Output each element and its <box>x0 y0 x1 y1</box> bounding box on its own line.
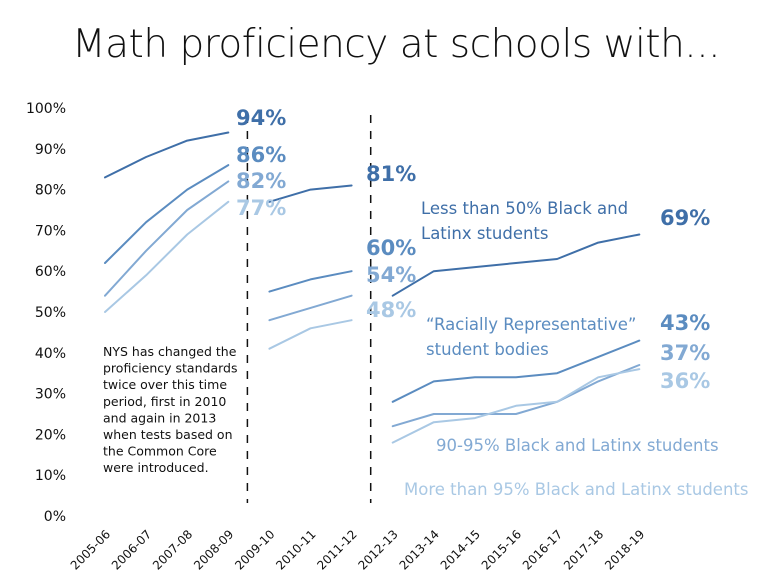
y-tick-label: 60% <box>35 264 66 280</box>
x-tick-label: 2012-13 <box>355 527 400 572</box>
annotation-note: when tests based on <box>103 427 233 442</box>
series-line <box>268 270 353 293</box>
annotation-note: and again in 2013 <box>103 410 216 425</box>
y-tick-label: 80% <box>35 183 66 199</box>
data-label: 81% <box>366 162 416 186</box>
x-tick-label: 2005-06 <box>68 527 113 572</box>
y-tick-label: 50% <box>35 305 66 321</box>
legend-label: 90-95% Black and Latinx students <box>436 436 719 455</box>
x-tick-label: 2009-10 <box>232 527 277 572</box>
series-line <box>391 368 641 444</box>
data-label: 37% <box>660 341 710 365</box>
series-line <box>268 319 353 350</box>
x-tick-label: 2010-11 <box>273 527 318 572</box>
series-line <box>104 164 230 264</box>
data-label: 54% <box>366 263 416 287</box>
data-label: 94% <box>236 106 286 130</box>
annotation-note: period, first in 2010 <box>103 394 226 409</box>
y-tick-label: 10% <box>35 468 66 484</box>
x-tick-label: 2006-07 <box>109 527 154 572</box>
x-tick-label: 2013-14 <box>397 527 442 572</box>
legend-label: student bodies <box>426 340 549 359</box>
series-line <box>268 184 353 203</box>
annotation-note: proficiency standards <box>103 361 237 376</box>
y-tick-label: 70% <box>35 223 66 239</box>
data-label: 60% <box>366 236 416 260</box>
x-tick-label: 2008-09 <box>191 527 236 572</box>
data-label: 48% <box>366 298 416 322</box>
legend-label: More than 95% Black and Latinx students <box>404 480 748 499</box>
legend-label: Latinx students <box>421 224 549 243</box>
data-label: 36% <box>660 369 710 393</box>
series-line <box>391 233 641 297</box>
annotation-note: the Common Core <box>103 444 217 459</box>
series-line <box>104 180 230 297</box>
series-line <box>391 339 641 403</box>
chart-title: Math proficiency at schools with... <box>72 22 721 67</box>
data-label: 82% <box>236 169 286 193</box>
data-label: 43% <box>660 311 710 335</box>
y-tick-label: 20% <box>35 427 66 443</box>
legend-label: Less than 50% Black and <box>421 199 628 218</box>
series-line <box>104 200 230 313</box>
y-tick-label: 30% <box>35 387 66 403</box>
legend-label: “Racially Representative” <box>426 315 636 334</box>
data-label: 69% <box>660 206 710 230</box>
series-line <box>391 364 641 428</box>
y-tick-label: 40% <box>35 346 66 362</box>
x-tick-label: 2015-16 <box>479 527 524 572</box>
series-line <box>268 294 353 322</box>
x-tick-label: 2007-08 <box>150 527 195 572</box>
data-label: 86% <box>236 143 286 167</box>
annotation-note: twice over this time <box>103 377 227 392</box>
y-tick-label: 90% <box>35 142 66 158</box>
annotation-note: were introduced. <box>103 460 209 475</box>
x-tick-label: 2014-15 <box>438 527 483 572</box>
y-tick-label: 100% <box>26 101 66 117</box>
x-tick-label: 2018-19 <box>602 527 647 572</box>
x-tick-label: 2016-17 <box>520 527 565 572</box>
annotation-note: NYS has changed the <box>103 344 237 359</box>
x-tick-label: 2017-18 <box>561 527 606 572</box>
data-label: 77% <box>236 196 286 220</box>
y-tick-label: 0% <box>44 509 66 525</box>
x-tick-label: 2011-12 <box>314 527 359 572</box>
series-line <box>104 131 230 179</box>
